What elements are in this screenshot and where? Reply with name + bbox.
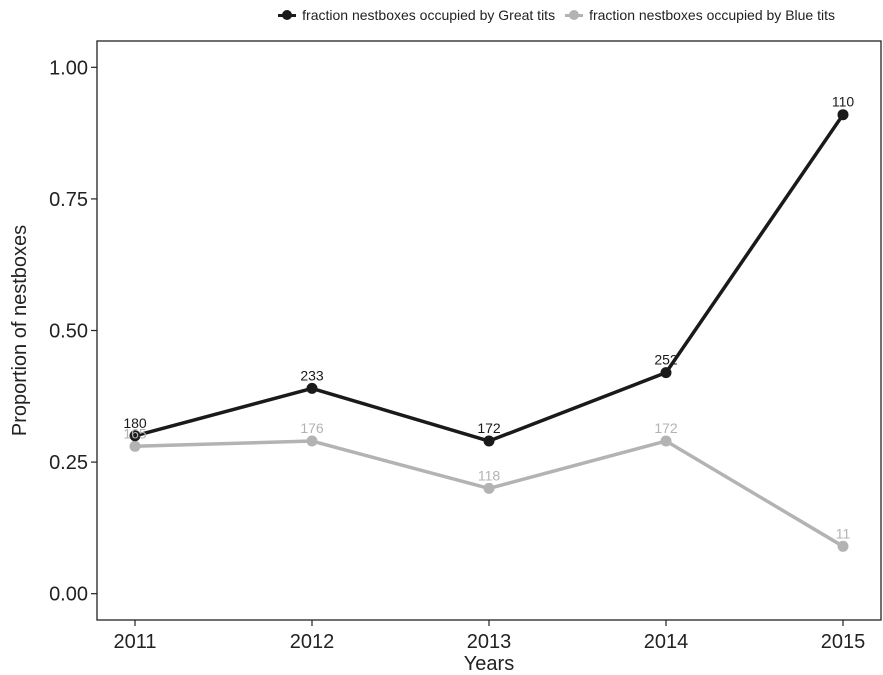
x-tick-label: 2013	[467, 631, 512, 653]
x-tick-label: 2012	[290, 631, 335, 653]
y-tick-label: 0.00	[49, 584, 88, 606]
series-0-data-label: 110	[832, 94, 855, 110]
y-axis-title: Proportion of nestboxes	[9, 225, 31, 436]
plot-panel-border	[96, 40, 882, 621]
x-axis-title: Years	[464, 653, 514, 675]
series-1-data-label: 11	[836, 525, 851, 541]
series-0-data-label: 180	[123, 415, 147, 431]
series-0-point	[306, 382, 318, 394]
series-0-data-label: 172	[477, 420, 501, 436]
legend-label-great-tits: fraction nestboxes occupied by Great tit…	[302, 7, 556, 23]
y-tick-label: 0.75	[49, 189, 88, 211]
series-0-data-label: 252	[654, 352, 678, 368]
series-1-point	[660, 435, 672, 447]
series-0-point	[837, 109, 849, 121]
series-1-data-label: 118	[478, 467, 501, 483]
series-0-point	[483, 435, 495, 447]
series-0-point	[660, 367, 672, 379]
y-tick-label: 0.25	[49, 452, 88, 474]
series-1-data-label: 176	[300, 420, 324, 436]
y-tick-label: 1.00	[49, 57, 88, 79]
legend-item-blue-tits: fraction nestboxes occupied by Blue tits	[565, 7, 835, 23]
series-line-0	[134, 113, 845, 443]
series-1-point	[837, 540, 849, 552]
series-1-point	[129, 440, 141, 452]
axes: 0.00 0.25 0.50 0.75 1.00 2011 2012 2013 2014 2015	[49, 40, 882, 653]
series-0-data-label: 233	[300, 367, 324, 383]
series-1-point	[306, 435, 318, 447]
x-tick-label: 2014	[644, 631, 689, 653]
legend: fraction nestboxes occupied by Great tit…	[0, 4, 883, 26]
series-1-point	[483, 482, 495, 494]
y-tick-label: 0.50	[49, 321, 88, 343]
data-labels-layer: 165 176 118 172 11 180 233 172 252 110	[123, 94, 854, 542]
series-1-data-label: 172	[654, 420, 678, 436]
series-0-point	[129, 430, 141, 442]
legend-key-great-tits	[278, 8, 297, 22]
legend-label-blue-tits: fraction nestboxes occupied by Blue tits	[589, 7, 835, 23]
x-tick-label: 2015	[821, 631, 866, 653]
legend-key-blue-tits	[565, 8, 584, 22]
x-tick-label: 2011	[113, 631, 156, 653]
series-layer	[129, 109, 849, 552]
series-1-data-label: 165	[123, 425, 147, 441]
legend-item-great-tits: fraction nestboxes occupied by Great tit…	[278, 7, 555, 23]
